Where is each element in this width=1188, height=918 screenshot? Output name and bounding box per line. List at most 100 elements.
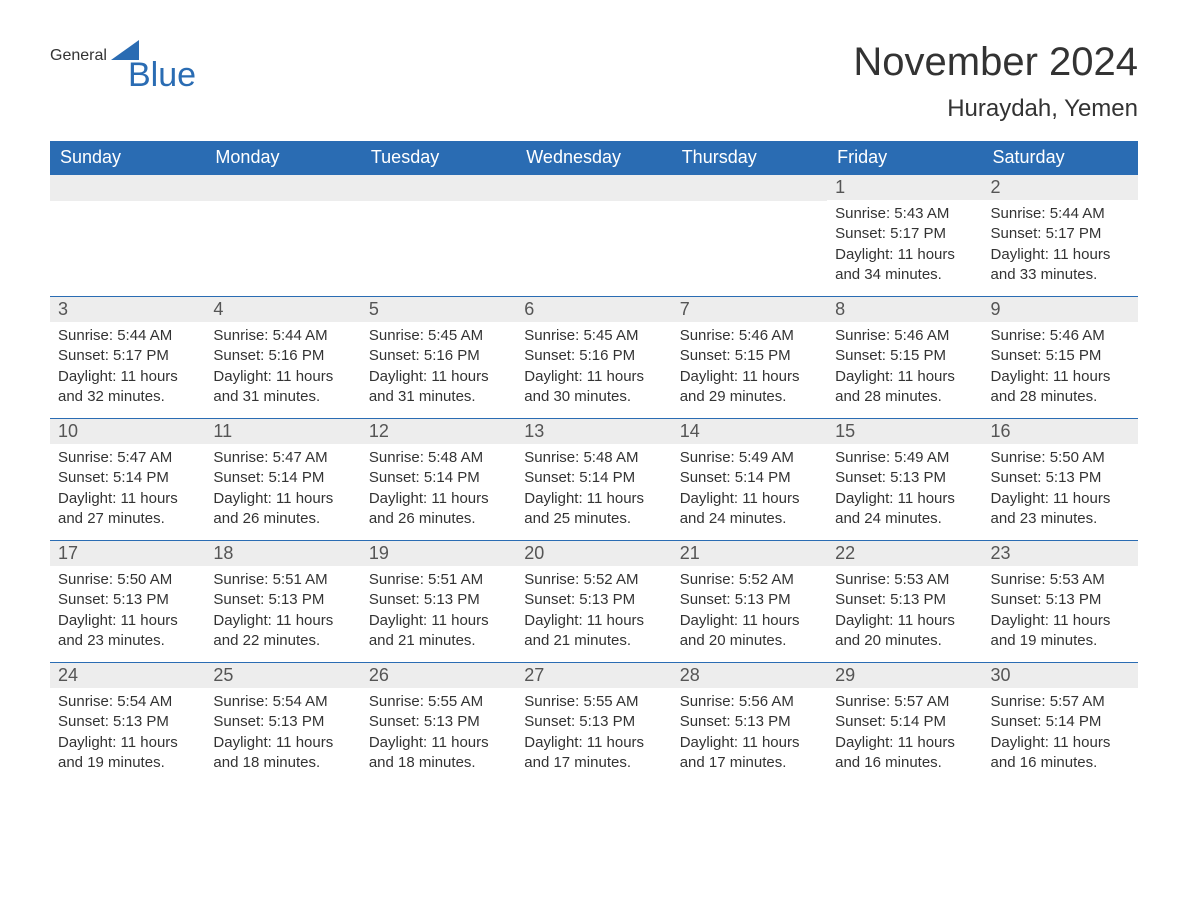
day-number: 2 xyxy=(983,175,1138,200)
day-cell: 20Sunrise: 5:52 AMSunset: 5:13 PMDayligh… xyxy=(516,540,671,662)
day-number: 4 xyxy=(205,297,360,322)
day-details: Sunrise: 5:54 AMSunset: 5:13 PMDaylight:… xyxy=(205,688,360,781)
calendar-row: 1Sunrise: 5:43 AMSunset: 5:17 PMDaylight… xyxy=(50,174,1138,296)
day-details: Sunrise: 5:51 AMSunset: 5:13 PMDaylight:… xyxy=(205,566,360,659)
day-details: Sunrise: 5:47 AMSunset: 5:14 PMDaylight:… xyxy=(205,444,360,537)
day-cell: 4Sunrise: 5:44 AMSunset: 5:16 PMDaylight… xyxy=(205,296,360,418)
day-cell: 10Sunrise: 5:47 AMSunset: 5:14 PMDayligh… xyxy=(50,418,205,540)
day-number: 19 xyxy=(361,541,516,566)
cell-inner: 25Sunrise: 5:54 AMSunset: 5:13 PMDayligh… xyxy=(205,662,360,781)
day-cell: 22Sunrise: 5:53 AMSunset: 5:13 PMDayligh… xyxy=(827,540,982,662)
empty-cell xyxy=(672,174,827,296)
day-number: 17 xyxy=(50,541,205,566)
day-cell: 5Sunrise: 5:45 AMSunset: 5:16 PMDaylight… xyxy=(361,296,516,418)
day-number: 3 xyxy=(50,297,205,322)
day-cell: 7Sunrise: 5:46 AMSunset: 5:15 PMDaylight… xyxy=(672,296,827,418)
cell-inner: 6Sunrise: 5:45 AMSunset: 5:16 PMDaylight… xyxy=(516,296,671,415)
day-details: Sunrise: 5:43 AMSunset: 5:17 PMDaylight:… xyxy=(827,200,982,293)
day-number: 7 xyxy=(672,297,827,322)
day-details: Sunrise: 5:57 AMSunset: 5:14 PMDaylight:… xyxy=(983,688,1138,781)
day-details: Sunrise: 5:46 AMSunset: 5:15 PMDaylight:… xyxy=(827,322,982,415)
title-block: November 2024 Huraydah, Yemen xyxy=(853,40,1138,123)
calendar-row: 3Sunrise: 5:44 AMSunset: 5:17 PMDaylight… xyxy=(50,296,1138,418)
day-number: 30 xyxy=(983,663,1138,688)
empty-stripe xyxy=(516,174,671,201)
day-details: Sunrise: 5:50 AMSunset: 5:13 PMDaylight:… xyxy=(50,566,205,659)
day-details: Sunrise: 5:44 AMSunset: 5:17 PMDaylight:… xyxy=(983,200,1138,293)
day-cell: 27Sunrise: 5:55 AMSunset: 5:13 PMDayligh… xyxy=(516,662,671,784)
day-details: Sunrise: 5:49 AMSunset: 5:13 PMDaylight:… xyxy=(827,444,982,537)
weekday-header: Thursday xyxy=(672,141,827,174)
cell-inner: 18Sunrise: 5:51 AMSunset: 5:13 PMDayligh… xyxy=(205,540,360,659)
cell-inner: 4Sunrise: 5:44 AMSunset: 5:16 PMDaylight… xyxy=(205,296,360,415)
cell-inner: 9Sunrise: 5:46 AMSunset: 5:15 PMDaylight… xyxy=(983,296,1138,415)
day-cell: 15Sunrise: 5:49 AMSunset: 5:13 PMDayligh… xyxy=(827,418,982,540)
empty-stripe xyxy=(361,174,516,201)
day-cell: 14Sunrise: 5:49 AMSunset: 5:14 PMDayligh… xyxy=(672,418,827,540)
day-details: Sunrise: 5:57 AMSunset: 5:14 PMDaylight:… xyxy=(827,688,982,781)
day-details: Sunrise: 5:53 AMSunset: 5:13 PMDaylight:… xyxy=(827,566,982,659)
empty-cell xyxy=(361,174,516,296)
day-details: Sunrise: 5:56 AMSunset: 5:13 PMDaylight:… xyxy=(672,688,827,781)
calendar-row: 17Sunrise: 5:50 AMSunset: 5:13 PMDayligh… xyxy=(50,540,1138,662)
logo-word-general: General xyxy=(50,48,107,64)
day-cell: 19Sunrise: 5:51 AMSunset: 5:13 PMDayligh… xyxy=(361,540,516,662)
day-cell: 16Sunrise: 5:50 AMSunset: 5:13 PMDayligh… xyxy=(983,418,1138,540)
location: Huraydah, Yemen xyxy=(853,95,1138,123)
cell-inner: 30Sunrise: 5:57 AMSunset: 5:14 PMDayligh… xyxy=(983,662,1138,781)
weekday-header: Friday xyxy=(827,141,982,174)
day-number: 14 xyxy=(672,419,827,444)
day-cell: 21Sunrise: 5:52 AMSunset: 5:13 PMDayligh… xyxy=(672,540,827,662)
cell-inner: 23Sunrise: 5:53 AMSunset: 5:13 PMDayligh… xyxy=(983,540,1138,659)
day-cell: 29Sunrise: 5:57 AMSunset: 5:14 PMDayligh… xyxy=(827,662,982,784)
day-details: Sunrise: 5:49 AMSunset: 5:14 PMDaylight:… xyxy=(672,444,827,537)
cell-inner: 3Sunrise: 5:44 AMSunset: 5:17 PMDaylight… xyxy=(50,296,205,415)
day-number: 5 xyxy=(361,297,516,322)
cell-inner: 24Sunrise: 5:54 AMSunset: 5:13 PMDayligh… xyxy=(50,662,205,781)
cell-inner: 20Sunrise: 5:52 AMSunset: 5:13 PMDayligh… xyxy=(516,540,671,659)
day-cell: 1Sunrise: 5:43 AMSunset: 5:17 PMDaylight… xyxy=(827,174,982,296)
empty-cell xyxy=(516,174,671,296)
day-details: Sunrise: 5:45 AMSunset: 5:16 PMDaylight:… xyxy=(516,322,671,415)
day-number: 11 xyxy=(205,419,360,444)
day-details: Sunrise: 5:54 AMSunset: 5:13 PMDaylight:… xyxy=(50,688,205,781)
day-details: Sunrise: 5:53 AMSunset: 5:13 PMDaylight:… xyxy=(983,566,1138,659)
day-details: Sunrise: 5:47 AMSunset: 5:14 PMDaylight:… xyxy=(50,444,205,537)
day-number: 28 xyxy=(672,663,827,688)
day-number: 18 xyxy=(205,541,360,566)
day-cell: 26Sunrise: 5:55 AMSunset: 5:13 PMDayligh… xyxy=(361,662,516,784)
calendar-page: General Blue November 2024 Huraydah, Yem… xyxy=(0,0,1188,824)
day-cell: 3Sunrise: 5:44 AMSunset: 5:17 PMDaylight… xyxy=(50,296,205,418)
cell-inner: 19Sunrise: 5:51 AMSunset: 5:13 PMDayligh… xyxy=(361,540,516,659)
day-number: 1 xyxy=(827,175,982,200)
cell-inner: 12Sunrise: 5:48 AMSunset: 5:14 PMDayligh… xyxy=(361,418,516,537)
day-number: 22 xyxy=(827,541,982,566)
day-number: 6 xyxy=(516,297,671,322)
calendar-row: 10Sunrise: 5:47 AMSunset: 5:14 PMDayligh… xyxy=(50,418,1138,540)
day-details: Sunrise: 5:44 AMSunset: 5:16 PMDaylight:… xyxy=(205,322,360,415)
day-number: 9 xyxy=(983,297,1138,322)
day-number: 16 xyxy=(983,419,1138,444)
cell-inner: 8Sunrise: 5:46 AMSunset: 5:15 PMDaylight… xyxy=(827,296,982,415)
cell-inner: 21Sunrise: 5:52 AMSunset: 5:13 PMDayligh… xyxy=(672,540,827,659)
day-cell: 24Sunrise: 5:54 AMSunset: 5:13 PMDayligh… xyxy=(50,662,205,784)
day-cell: 25Sunrise: 5:54 AMSunset: 5:13 PMDayligh… xyxy=(205,662,360,784)
day-details: Sunrise: 5:48 AMSunset: 5:14 PMDaylight:… xyxy=(516,444,671,537)
day-cell: 9Sunrise: 5:46 AMSunset: 5:15 PMDaylight… xyxy=(983,296,1138,418)
day-cell: 11Sunrise: 5:47 AMSunset: 5:14 PMDayligh… xyxy=(205,418,360,540)
day-details: Sunrise: 5:50 AMSunset: 5:13 PMDaylight:… xyxy=(983,444,1138,537)
weekday-header: Saturday xyxy=(983,141,1138,174)
day-details: Sunrise: 5:55 AMSunset: 5:13 PMDaylight:… xyxy=(361,688,516,781)
cell-inner: 17Sunrise: 5:50 AMSunset: 5:13 PMDayligh… xyxy=(50,540,205,659)
cell-inner: 14Sunrise: 5:49 AMSunset: 5:14 PMDayligh… xyxy=(672,418,827,537)
weekday-header: Sunday xyxy=(50,141,205,174)
cell-inner: 15Sunrise: 5:49 AMSunset: 5:13 PMDayligh… xyxy=(827,418,982,537)
day-cell: 23Sunrise: 5:53 AMSunset: 5:13 PMDayligh… xyxy=(983,540,1138,662)
day-cell: 8Sunrise: 5:46 AMSunset: 5:15 PMDaylight… xyxy=(827,296,982,418)
cell-inner: 28Sunrise: 5:56 AMSunset: 5:13 PMDayligh… xyxy=(672,662,827,781)
day-details: Sunrise: 5:55 AMSunset: 5:13 PMDaylight:… xyxy=(516,688,671,781)
cell-inner: 22Sunrise: 5:53 AMSunset: 5:13 PMDayligh… xyxy=(827,540,982,659)
day-details: Sunrise: 5:48 AMSunset: 5:14 PMDaylight:… xyxy=(361,444,516,537)
cell-inner: 29Sunrise: 5:57 AMSunset: 5:14 PMDayligh… xyxy=(827,662,982,781)
day-details: Sunrise: 5:46 AMSunset: 5:15 PMDaylight:… xyxy=(983,322,1138,415)
